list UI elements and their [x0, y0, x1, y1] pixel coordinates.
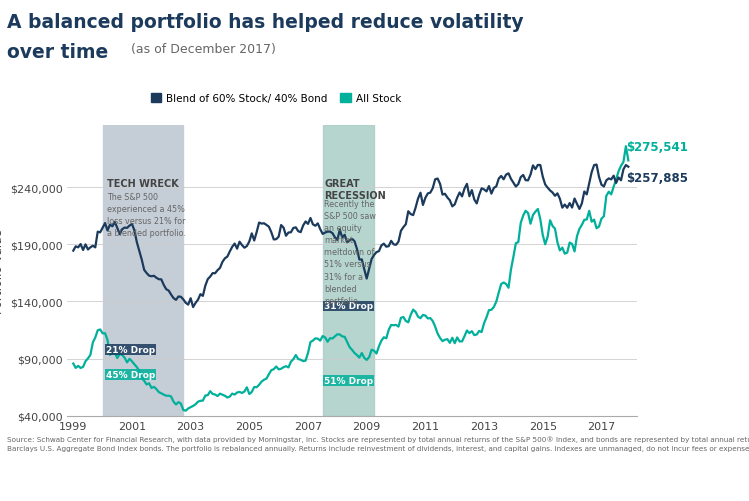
Y-axis label: Portfolio Value: Portfolio Value	[0, 228, 5, 313]
Text: 31% Drop: 31% Drop	[324, 302, 373, 311]
Text: 21% Drop: 21% Drop	[106, 345, 155, 354]
Text: $257,885: $257,885	[626, 171, 688, 184]
Text: TECH WRECK: TECH WRECK	[107, 179, 179, 189]
Text: GREAT
RECESSION: GREAT RECESSION	[324, 179, 386, 200]
Bar	[323, 125, 374, 416]
Text: A balanced portfolio has helped reduce volatility: A balanced portfolio has helped reduce v…	[7, 13, 524, 32]
Text: The S&P 500
experienced a 45%
loss versus 21% for
a blended portfolio.: The S&P 500 experienced a 45% loss versu…	[107, 192, 186, 238]
Legend: Blend of 60% Stock/ 40% Bond, All Stock: Blend of 60% Stock/ 40% Bond, All Stock	[147, 90, 405, 108]
Text: $275,541: $275,541	[626, 141, 688, 154]
Text: (as of December 2017): (as of December 2017)	[131, 43, 276, 56]
Bar	[103, 125, 184, 416]
Text: Source: Schwab Center for Financial Research, with data provided by Morningstar,: Source: Schwab Center for Financial Rese…	[7, 436, 749, 451]
Text: over time: over time	[7, 43, 109, 62]
Text: 45% Drop: 45% Drop	[106, 370, 155, 379]
Text: Recently the
S&P 500 saw
an equity
market
meltdown of
51% versus
31% for a
blend: Recently the S&P 500 saw an equity marke…	[324, 199, 376, 305]
Text: 51% Drop: 51% Drop	[324, 376, 373, 385]
